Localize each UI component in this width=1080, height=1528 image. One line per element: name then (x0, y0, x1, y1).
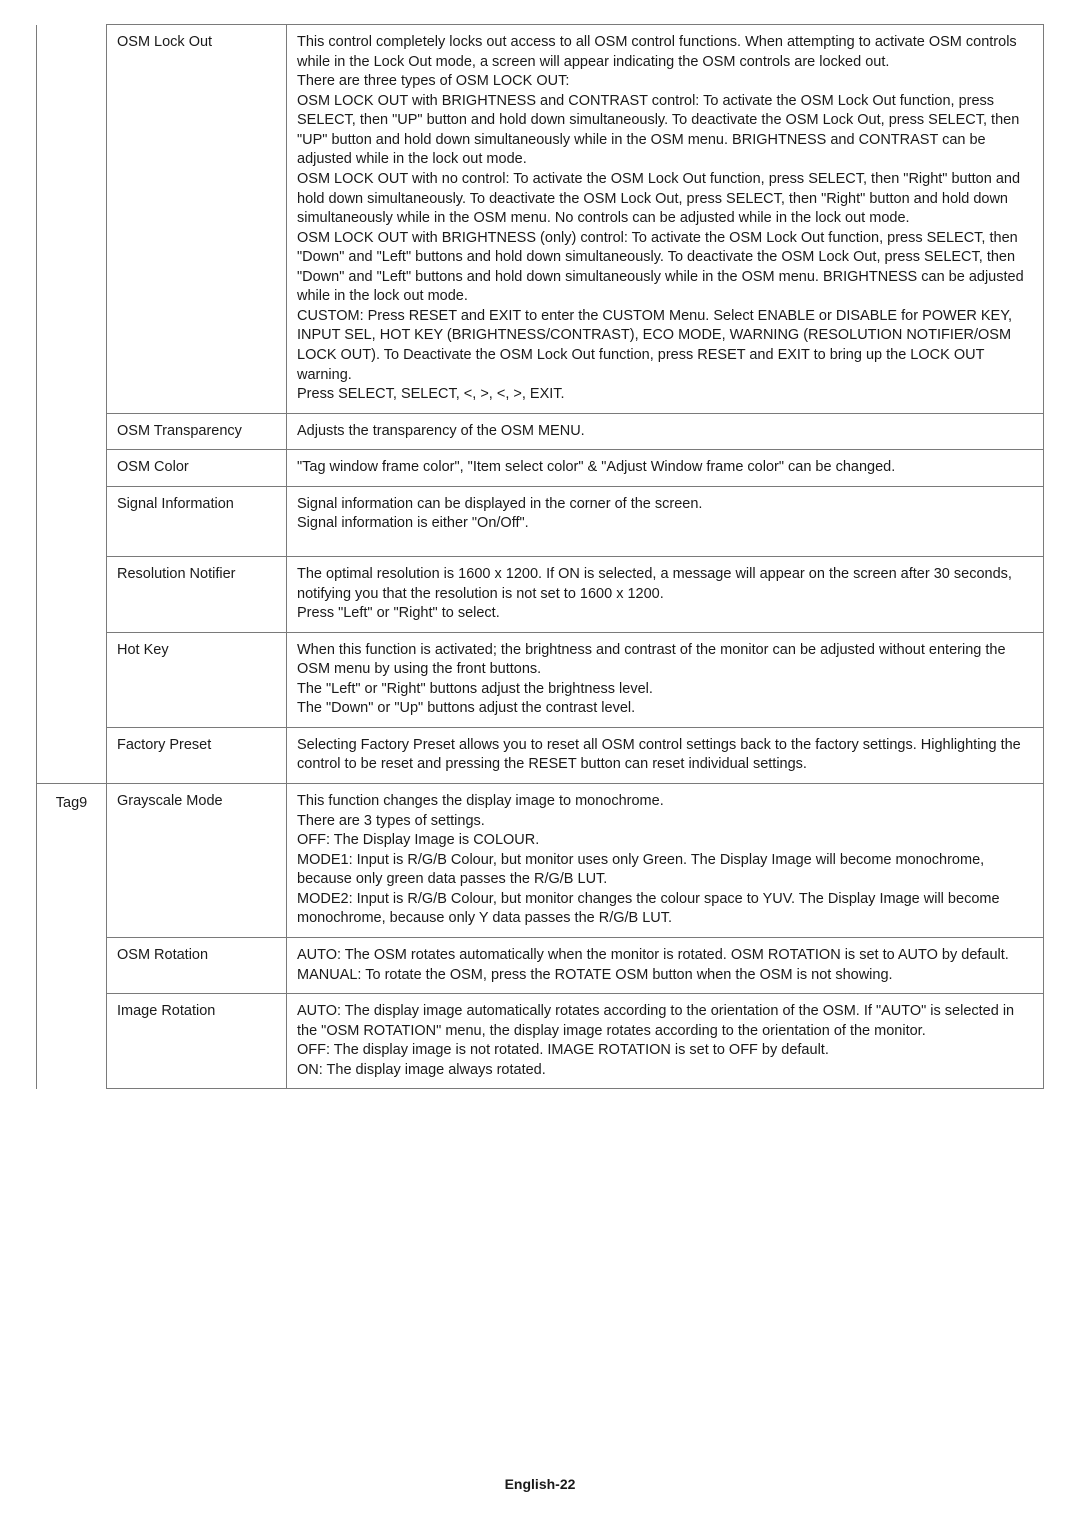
table-row: Tag9 Grayscale Mode This function change… (37, 784, 1044, 938)
setting-name: OSM Rotation (107, 937, 287, 993)
setting-desc: AUTO: The OSM rotates automatically when… (287, 937, 1044, 993)
table-row: Factory Preset Selecting Factory Preset … (37, 727, 1044, 783)
setting-desc: This control completely locks out access… (287, 25, 1044, 414)
desc-line: Signal information can be displayed in t… (297, 495, 1033, 515)
table-row: Hot Key When this function is activated;… (37, 632, 1044, 727)
desc-line: AUTO: The display image automatically ro… (297, 1002, 1033, 1041)
desc-line: MODE2: Input is R/G/B Colour, but monito… (297, 890, 1033, 929)
page-footer: English-22 (0, 1476, 1080, 1492)
setting-desc: AUTO: The display image automatically ro… (287, 994, 1044, 1089)
setting-desc: Selecting Factory Preset allows you to r… (287, 727, 1044, 783)
desc-line: OSM LOCK OUT with BRIGHTNESS (only) cont… (297, 229, 1033, 307)
setting-desc: This function changes the display image … (287, 784, 1044, 938)
desc-line: There are three types of OSM LOCK OUT: (297, 72, 1033, 92)
desc-line: Adjusts the transparency of the OSM MENU… (297, 422, 1033, 442)
table-row: OSM Color "Tag window frame color", "Ite… (37, 450, 1044, 487)
desc-line: The optimal resolution is 1600 x 1200. I… (297, 565, 1033, 604)
setting-desc: Adjusts the transparency of the OSM MENU… (287, 413, 1044, 450)
settings-table: OSM Lock Out This control completely loc… (36, 24, 1044, 1089)
desc-line: MANUAL: To rotate the OSM, press the ROT… (297, 966, 1033, 986)
desc-line: When this function is activated; the bri… (297, 641, 1033, 680)
setting-name: Image Rotation (107, 994, 287, 1089)
setting-desc: "Tag window frame color", "Item select c… (287, 450, 1044, 487)
desc-line: OFF: The Display Image is COLOUR. (297, 831, 1033, 851)
page-number: English-22 (505, 1476, 576, 1492)
desc-line: Press "Left" or "Right" to select. (297, 604, 1033, 624)
tag-cell: Tag9 (37, 784, 107, 1089)
document-page: OSM Lock Out This control completely loc… (0, 0, 1080, 1528)
setting-desc: The optimal resolution is 1600 x 1200. I… (287, 556, 1044, 632)
setting-name: OSM Color (107, 450, 287, 487)
setting-name: Signal Information (107, 486, 287, 556)
desc-line: OSM LOCK OUT with BRIGHTNESS and CONTRAS… (297, 92, 1033, 170)
setting-name: Resolution Notifier (107, 556, 287, 632)
setting-name: Grayscale Mode (107, 784, 287, 938)
tag-cell (37, 25, 107, 784)
desc-line: This control completely locks out access… (297, 33, 1033, 72)
setting-name: Hot Key (107, 632, 287, 727)
setting-name: OSM Transparency (107, 413, 287, 450)
desc-line: The "Left" or "Right" buttons adjust the… (297, 680, 1033, 700)
desc-line: AUTO: The OSM rotates automatically when… (297, 946, 1033, 966)
setting-name: OSM Lock Out (107, 25, 287, 414)
desc-line: There are 3 types of settings. (297, 812, 1033, 832)
desc-line: Press SELECT, SELECT, <, >, <, >, EXIT. (297, 385, 1033, 405)
table-row: OSM Lock Out This control completely loc… (37, 25, 1044, 414)
table-row: Signal Information Signal information ca… (37, 486, 1044, 556)
desc-line: The "Down" or "Up" buttons adjust the co… (297, 699, 1033, 719)
table-row: OSM Rotation AUTO: The OSM rotates autom… (37, 937, 1044, 993)
table-row: Resolution Notifier The optimal resoluti… (37, 556, 1044, 632)
setting-name: Factory Preset (107, 727, 287, 783)
desc-line: OSM LOCK OUT with no control: To activat… (297, 170, 1033, 229)
desc-line: This function changes the display image … (297, 792, 1033, 812)
tag-label: Tag9 (56, 795, 87, 811)
desc-line: OFF: The display image is not rotated. I… (297, 1041, 1033, 1061)
desc-line: ON: The display image always rotated. (297, 1061, 1033, 1081)
desc-line: MODE1: Input is R/G/B Colour, but monito… (297, 851, 1033, 890)
table-row: OSM Transparency Adjusts the transparenc… (37, 413, 1044, 450)
desc-line: Signal information is either "On/Off". (297, 514, 1033, 534)
desc-line: CUSTOM: Press RESET and EXIT to enter th… (297, 307, 1033, 385)
table-row: Image Rotation AUTO: The display image a… (37, 994, 1044, 1089)
setting-desc: When this function is activated; the bri… (287, 632, 1044, 727)
desc-line: "Tag window frame color", "Item select c… (297, 458, 1033, 478)
desc-line: Selecting Factory Preset allows you to r… (297, 736, 1033, 775)
setting-desc: Signal information can be displayed in t… (287, 486, 1044, 556)
